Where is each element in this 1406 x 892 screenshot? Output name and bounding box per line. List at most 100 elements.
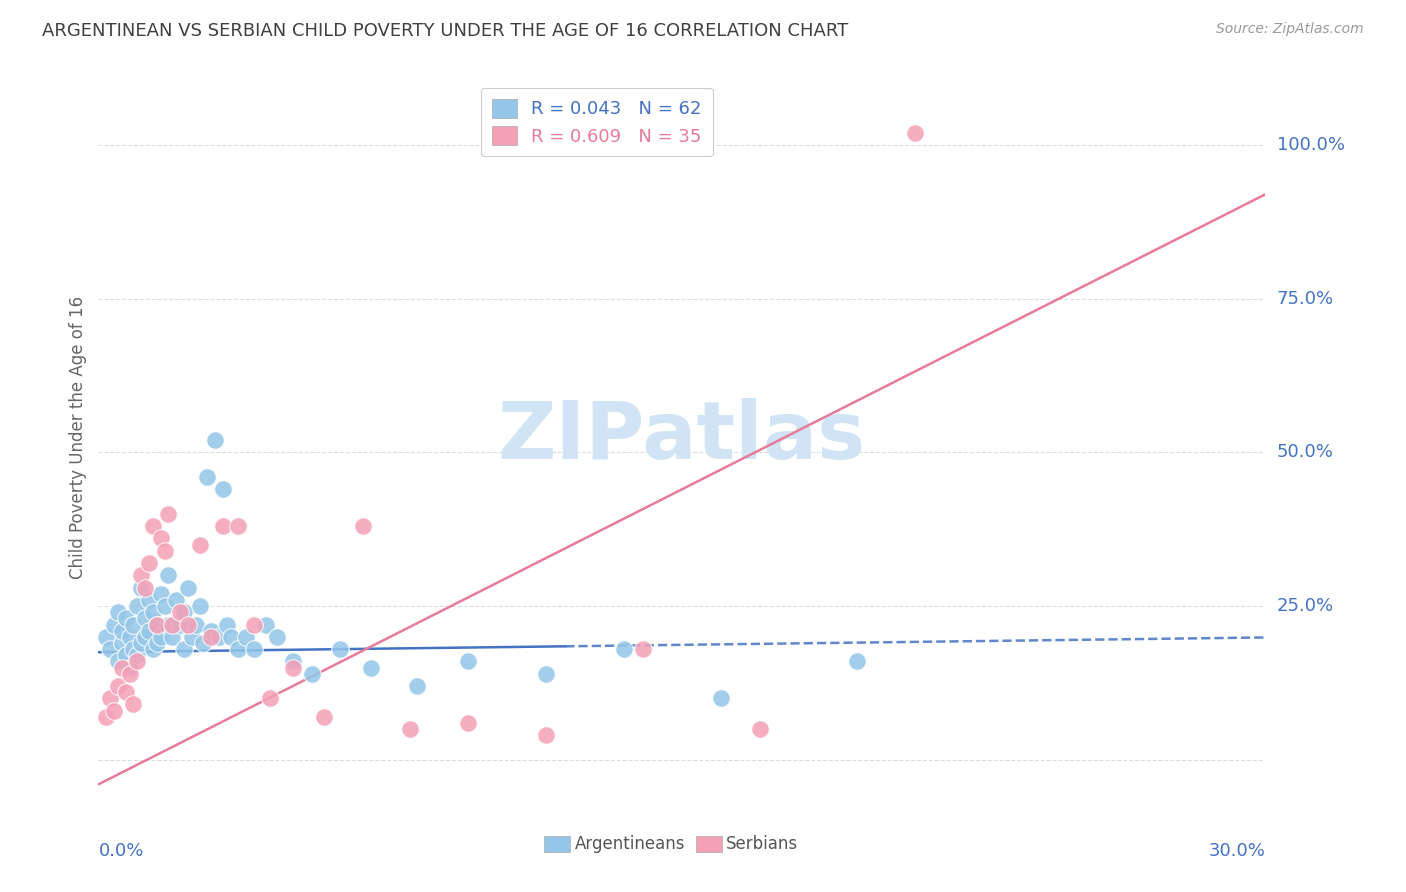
Point	[111, 636, 134, 650]
Point	[149, 630, 172, 644]
Point	[127, 648, 149, 663]
Point	[146, 617, 169, 632]
Point	[177, 617, 200, 632]
Point	[329, 642, 352, 657]
Y-axis label: Child Poverty Under the Age of 16: Child Poverty Under the Age of 16	[69, 295, 87, 579]
Point	[157, 617, 180, 632]
Text: 75.0%: 75.0%	[1277, 290, 1334, 308]
Point	[138, 593, 160, 607]
Point	[118, 666, 141, 681]
Point	[142, 605, 165, 619]
Point	[157, 507, 180, 521]
Text: ZIPatlas: ZIPatlas	[498, 398, 866, 476]
Point	[157, 568, 180, 582]
Point	[534, 728, 557, 742]
Point	[114, 611, 136, 625]
Point	[212, 519, 235, 533]
Point	[146, 636, 169, 650]
Point	[127, 655, 149, 669]
Point	[352, 519, 374, 533]
Point	[215, 617, 238, 632]
Point	[235, 630, 257, 644]
Point	[710, 691, 733, 706]
Point	[162, 630, 184, 644]
Point	[129, 636, 152, 650]
Point	[146, 617, 169, 632]
Point	[631, 642, 654, 657]
Point	[111, 660, 134, 674]
Point	[243, 642, 266, 657]
Point	[98, 642, 121, 657]
Point	[129, 581, 152, 595]
Point	[114, 648, 136, 663]
Text: 100.0%: 100.0%	[1277, 136, 1344, 154]
Point	[107, 605, 129, 619]
Point	[122, 617, 145, 632]
Point	[122, 698, 145, 712]
Point	[204, 433, 226, 447]
Point	[127, 599, 149, 613]
Point	[107, 679, 129, 693]
Point	[122, 642, 145, 657]
Point	[153, 543, 176, 558]
Point	[173, 605, 195, 619]
Point	[200, 630, 222, 644]
Text: Source: ZipAtlas.com: Source: ZipAtlas.com	[1216, 22, 1364, 37]
Point	[266, 630, 288, 644]
Point	[184, 617, 207, 632]
Point	[149, 587, 172, 601]
Point	[142, 642, 165, 657]
Point	[107, 655, 129, 669]
Legend: R = 0.043   N = 62, R = 0.609   N = 35: R = 0.043 N = 62, R = 0.609 N = 35	[481, 87, 713, 156]
Point	[281, 660, 304, 674]
Point	[406, 679, 429, 693]
Point	[134, 611, 156, 625]
FancyBboxPatch shape	[696, 836, 721, 852]
Point	[613, 642, 636, 657]
Point	[103, 617, 125, 632]
Point	[177, 581, 200, 595]
Point	[96, 630, 118, 644]
Point	[195, 470, 218, 484]
Point	[193, 636, 215, 650]
Point	[142, 519, 165, 533]
Text: ARGENTINEAN VS SERBIAN CHILD POVERTY UNDER THE AGE OF 16 CORRELATION CHART: ARGENTINEAN VS SERBIAN CHILD POVERTY UND…	[42, 22, 848, 40]
Point	[188, 538, 211, 552]
Point	[228, 519, 250, 533]
Text: 30.0%: 30.0%	[1209, 842, 1265, 860]
Point	[134, 630, 156, 644]
Point	[846, 655, 869, 669]
Point	[165, 593, 187, 607]
Point	[208, 630, 231, 644]
Point	[212, 483, 235, 497]
Text: 0.0%: 0.0%	[98, 842, 143, 860]
Point	[188, 599, 211, 613]
Point	[162, 617, 184, 632]
Point	[153, 599, 176, 613]
Point	[169, 605, 191, 619]
Text: 50.0%: 50.0%	[1277, 443, 1333, 461]
Point	[114, 685, 136, 699]
Point	[149, 532, 172, 546]
Point	[360, 660, 382, 674]
Text: Serbians: Serbians	[727, 835, 799, 853]
Point	[398, 722, 420, 736]
Point	[534, 666, 557, 681]
Point	[138, 624, 160, 638]
Point	[457, 655, 479, 669]
Point	[173, 642, 195, 657]
Point	[312, 710, 335, 724]
Point	[281, 655, 304, 669]
Point	[180, 630, 202, 644]
Point	[228, 642, 250, 657]
Point	[169, 617, 191, 632]
Point	[118, 630, 141, 644]
Point	[103, 704, 125, 718]
Point	[118, 660, 141, 674]
Point	[98, 691, 121, 706]
Point	[457, 715, 479, 730]
Point	[254, 617, 277, 632]
Point	[129, 568, 152, 582]
Point	[111, 624, 134, 638]
Text: Argentineans: Argentineans	[575, 835, 685, 853]
